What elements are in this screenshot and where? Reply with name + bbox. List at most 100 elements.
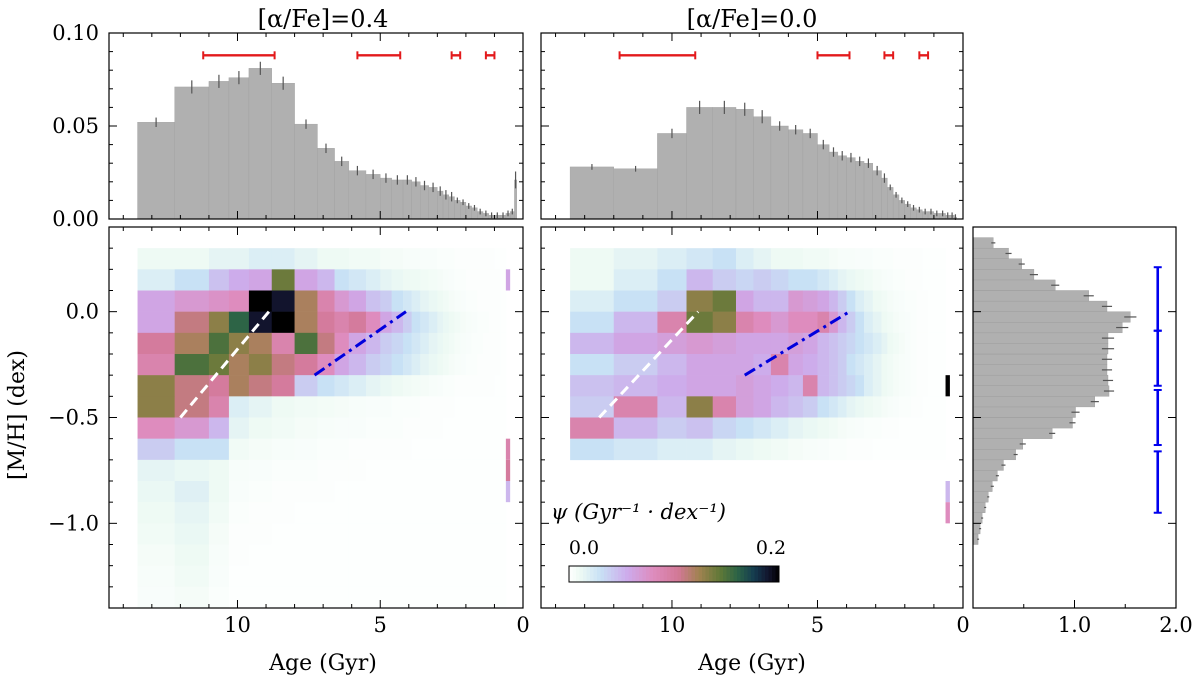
heatmap-cell bbox=[477, 523, 484, 545]
colorbar-segment bbox=[709, 566, 713, 582]
heatmap-cell bbox=[348, 544, 367, 566]
heatmap-cell bbox=[802, 311, 818, 334]
age-histogram-alpha00 bbox=[540, 32, 964, 220]
heatmap-cell bbox=[735, 311, 754, 334]
heatmap-cell bbox=[428, 586, 438, 609]
heatmap-cell bbox=[657, 396, 687, 418]
hist-bar bbox=[735, 109, 754, 220]
heatmap-cell bbox=[174, 375, 210, 397]
heatmap-cell bbox=[488, 332, 495, 355]
heatmap-cell bbox=[403, 565, 412, 588]
heatmap-cell bbox=[613, 290, 658, 312]
heatmap-cell bbox=[403, 481, 412, 503]
heatmap-cell bbox=[454, 417, 461, 439]
heatmap-cell bbox=[916, 311, 923, 334]
heatmap-cell bbox=[403, 417, 412, 439]
heatmap-cell bbox=[872, 417, 882, 439]
heatmap-cell bbox=[753, 417, 772, 439]
colorbar-min-label: 0.0 bbox=[569, 537, 599, 559]
heatmap-cell bbox=[448, 544, 455, 566]
heatmap-cell bbox=[887, 269, 894, 291]
y-tick-label: −1.0 bbox=[48, 511, 99, 535]
heatmap-cell bbox=[365, 523, 381, 545]
colorbar-segment bbox=[604, 566, 608, 582]
heatmap-cell bbox=[454, 311, 461, 334]
heatmap-cell bbox=[500, 354, 507, 376]
heatmap-cell bbox=[465, 311, 472, 334]
heatmap-cell bbox=[460, 290, 467, 312]
heatmap-cell bbox=[570, 354, 615, 376]
heatmap-cell bbox=[939, 248, 946, 270]
heatmap-cell bbox=[460, 438, 467, 461]
heatmap-cell bbox=[380, 544, 392, 566]
heatmap-cell bbox=[428, 565, 438, 588]
heatmap-cell bbox=[613, 354, 658, 376]
heatmap-cell bbox=[933, 438, 941, 461]
heatmap-cell bbox=[248, 248, 273, 270]
heatmap-cell bbox=[420, 502, 430, 524]
hist-bar bbox=[972, 279, 1056, 291]
heatmap-cell bbox=[460, 565, 467, 588]
heatmap-cell bbox=[208, 375, 230, 397]
heatmap-cell bbox=[454, 290, 461, 312]
heatmap-cell bbox=[933, 396, 941, 418]
heatmap-cell bbox=[391, 332, 404, 355]
heatmap-cell bbox=[686, 290, 714, 312]
heatmap-cell bbox=[613, 248, 658, 270]
heatmap-cell bbox=[657, 248, 687, 270]
heatmap-cell bbox=[686, 375, 714, 397]
hist-bar bbox=[972, 258, 1022, 270]
heatmap-cell bbox=[460, 311, 467, 334]
heatmap-cell bbox=[443, 375, 450, 397]
heatmap-cell bbox=[500, 290, 507, 312]
heatmap-cell bbox=[137, 332, 175, 355]
heatmap-cell bbox=[881, 269, 888, 291]
heatmap-cell bbox=[887, 332, 894, 355]
heatmap-cell bbox=[208, 544, 230, 566]
heatmap-cell bbox=[294, 417, 318, 439]
heatmap-cell bbox=[570, 311, 615, 334]
hist-bar bbox=[770, 125, 789, 220]
heatmap-cell bbox=[443, 248, 450, 270]
heatmap-cell bbox=[933, 311, 941, 334]
x-tick-label: 5 bbox=[811, 613, 824, 637]
heatmap-cell bbox=[317, 459, 335, 482]
heatmap-cell bbox=[348, 417, 367, 439]
x-tick-label: 0 bbox=[516, 613, 529, 637]
heatmap-cell bbox=[460, 586, 467, 609]
heatmap-cell bbox=[317, 565, 335, 588]
heatmap-cell bbox=[613, 438, 658, 461]
heatmap-cell bbox=[448, 311, 455, 334]
colorbar-segment bbox=[670, 566, 675, 582]
heatmap-cell bbox=[477, 417, 484, 439]
heatmap-cell bbox=[788, 417, 804, 439]
heatmap-cell bbox=[365, 375, 381, 397]
heatmap-cell bbox=[411, 248, 421, 270]
heatmap-cell bbox=[460, 248, 467, 270]
heatmap-cell bbox=[494, 248, 501, 270]
hist-bar bbox=[972, 396, 1096, 408]
heatmap-cell bbox=[460, 502, 467, 524]
heatmap-cell bbox=[411, 417, 421, 439]
heatmap-cell bbox=[570, 248, 615, 270]
hist-bar bbox=[380, 177, 392, 220]
heatmap-cell bbox=[448, 459, 455, 482]
heatmap-cell bbox=[428, 290, 438, 312]
heatmap-cell bbox=[712, 354, 737, 376]
heatmap-cell bbox=[208, 396, 230, 418]
heatmap-cell bbox=[788, 290, 804, 312]
heatmap-cell bbox=[248, 481, 273, 503]
heatmap-cell bbox=[483, 248, 490, 270]
heatmap-cell bbox=[428, 459, 438, 482]
heatmap-cell bbox=[928, 332, 935, 355]
heatmap-cell bbox=[686, 438, 714, 461]
heatmap-cell bbox=[348, 502, 367, 524]
heatmap-cell bbox=[391, 565, 404, 588]
heatmap-cell bbox=[248, 396, 273, 418]
heatmap-cell bbox=[174, 417, 210, 439]
heatmap-cell bbox=[365, 565, 381, 588]
heatmap-cell bbox=[846, 269, 856, 291]
heatmap-cell bbox=[271, 375, 295, 397]
heatmap-cell bbox=[465, 332, 472, 355]
heatmap-cell bbox=[735, 269, 754, 291]
